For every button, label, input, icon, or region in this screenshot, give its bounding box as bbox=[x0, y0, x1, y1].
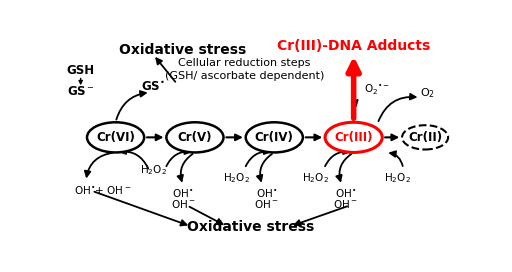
Text: Cr(III): Cr(III) bbox=[334, 131, 373, 144]
Text: O$_2$$^{•-}$: O$_2$$^{•-}$ bbox=[364, 83, 390, 97]
Text: H$_2$O$_2$: H$_2$O$_2$ bbox=[303, 171, 329, 185]
Text: Cr(IV): Cr(IV) bbox=[255, 131, 294, 144]
Text: OH$^•$: OH$^•$ bbox=[335, 188, 356, 200]
Text: H$_2$O$_2$: H$_2$O$_2$ bbox=[384, 171, 411, 185]
Text: GS$^•$: GS$^•$ bbox=[141, 80, 165, 94]
Text: OH$^-$: OH$^-$ bbox=[333, 198, 358, 210]
Text: OH$^-$: OH$^-$ bbox=[254, 198, 279, 210]
Text: Oxidative stress: Oxidative stress bbox=[119, 43, 247, 57]
Text: Cr(III)-DNA Adducts: Cr(III)-DNA Adducts bbox=[277, 39, 430, 53]
Text: OH$^•$: OH$^•$ bbox=[255, 188, 277, 200]
Text: OH$^•$: OH$^•$ bbox=[173, 188, 194, 200]
Text: H$_2$O$_2$: H$_2$O$_2$ bbox=[223, 171, 250, 185]
Text: (GSH/ ascorbate dependent): (GSH/ ascorbate dependent) bbox=[165, 70, 324, 81]
Text: Oxidative stress: Oxidative stress bbox=[187, 220, 314, 234]
Circle shape bbox=[166, 122, 224, 152]
Text: OH$^-$: OH$^-$ bbox=[170, 198, 196, 210]
Text: Cr(II): Cr(II) bbox=[408, 131, 442, 144]
Text: H$_2$O$_2$: H$_2$O$_2$ bbox=[140, 163, 167, 177]
Text: Cellular reduction steps: Cellular reduction steps bbox=[178, 58, 311, 68]
Circle shape bbox=[246, 122, 303, 152]
Text: Cr(V): Cr(V) bbox=[178, 131, 212, 144]
Text: GS$^-$: GS$^-$ bbox=[67, 85, 95, 98]
Circle shape bbox=[325, 122, 382, 152]
Text: O$_2$: O$_2$ bbox=[419, 86, 435, 100]
Text: OH$^•$+ OH$^-$: OH$^•$+ OH$^-$ bbox=[74, 184, 132, 197]
Text: GSH: GSH bbox=[67, 64, 95, 77]
Circle shape bbox=[87, 122, 144, 152]
Circle shape bbox=[402, 125, 448, 150]
Text: Cr(VI): Cr(VI) bbox=[96, 131, 135, 144]
